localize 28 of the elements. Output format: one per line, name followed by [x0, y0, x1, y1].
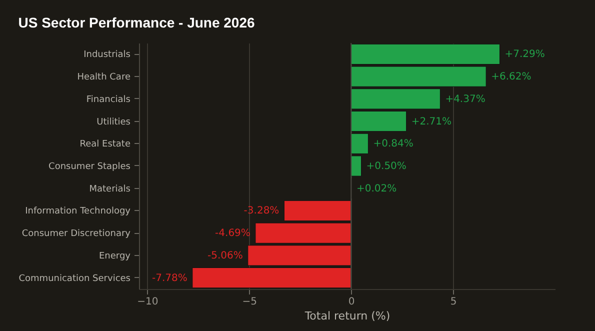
x-tick-label: −5 — [242, 296, 257, 308]
data-label: +4.37% — [445, 94, 486, 105]
data-label: -5.06% — [208, 250, 243, 262]
y-tick-label: Energy — [98, 251, 132, 262]
y-tick-label: Financials — [86, 94, 131, 105]
data-label: +7.29% — [504, 49, 545, 60]
y-tick-label: Consumer Discretionary — [22, 229, 132, 240]
y-tick-label: Consumer Staples — [48, 162, 131, 172]
data-label: +0.50% — [366, 161, 406, 172]
data-label: -7.78% — [152, 272, 188, 284]
data-label: +0.02% — [356, 183, 397, 194]
y-tick-label: Materials — [89, 184, 131, 194]
x-tick-label: 0 — [348, 296, 355, 308]
y-tick-label: Information Technology — [25, 206, 132, 217]
data-label: +0.84% — [373, 138, 414, 150]
y-tick-label: Communication Services — [18, 274, 131, 284]
chart-title: US Sector Performance - June 2026 — [18, 14, 256, 30]
data-label: +6.62% — [491, 72, 532, 83]
y-tick-label: Real Estate — [80, 140, 131, 150]
x-tick-label: 5 — [450, 296, 457, 308]
data-label: -4.69% — [215, 228, 250, 240]
y-tick-label: Utilities — [96, 117, 131, 128]
data-label: +2.71% — [411, 116, 452, 128]
x-tick-label: −10 — [137, 296, 158, 308]
y-tick-label: Industrials — [84, 50, 131, 60]
y-tick-label: Health Care — [77, 72, 131, 83]
data-label: -3.28% — [244, 206, 280, 217]
x-axis-title: Total return (%) — [304, 310, 390, 322]
